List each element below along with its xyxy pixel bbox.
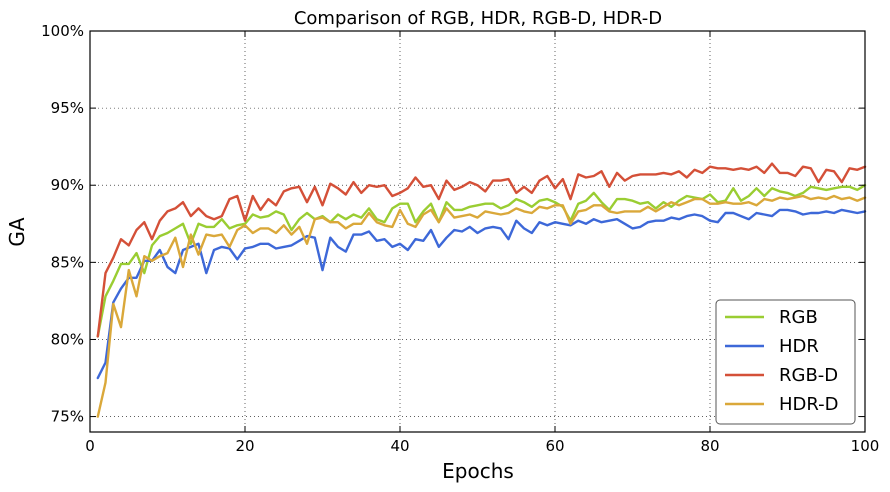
- x-tick-label: 60: [545, 437, 564, 455]
- y-tick-label: 80%: [51, 330, 84, 348]
- legend-label-hdr: HDR: [779, 336, 819, 357]
- x-tick-label: 80: [700, 437, 719, 455]
- series-line-rgb-d: [96, 162, 867, 338]
- y-tick-label: 75%: [51, 408, 84, 426]
- legend-box: [715, 299, 856, 425]
- x-tick-label: 0: [85, 437, 95, 455]
- x-tick-label: 40: [390, 437, 409, 455]
- y-axis-label: GA: [5, 217, 29, 246]
- y-tick-label: 85%: [51, 253, 84, 271]
- legend-label-hdr-d: HDR-D: [779, 394, 839, 415]
- x-tick-label: 100: [851, 437, 880, 455]
- series-line-hdr-d: [96, 194, 867, 418]
- y-tick-label: 90%: [51, 176, 84, 194]
- y-tick-label: 95%: [51, 99, 84, 117]
- plot-frame: [89, 30, 866, 433]
- legend-label-rgb-d: RGB-D: [779, 365, 838, 386]
- y-tick-label: 100%: [41, 22, 84, 40]
- y-axis-ticks: 75% 80% 85% 90% 95% 100%: [41, 22, 865, 426]
- x-tick-label: 20: [235, 437, 254, 455]
- legend-label-rgb: RGB: [779, 307, 818, 328]
- x-axis-label: Epochs: [442, 459, 514, 483]
- series-line-rgb: [96, 183, 867, 338]
- legend: RGB HDR RGB-D HDR-D: [715, 299, 856, 425]
- chart-title: Comparison of RGB, HDR, RGB-D, HDR-D: [294, 8, 662, 29]
- x-axis-ticks: 0 20 40 60 80 100: [85, 31, 879, 455]
- series-lines: [96, 162, 867, 418]
- series-line-hdr: [96, 208, 867, 380]
